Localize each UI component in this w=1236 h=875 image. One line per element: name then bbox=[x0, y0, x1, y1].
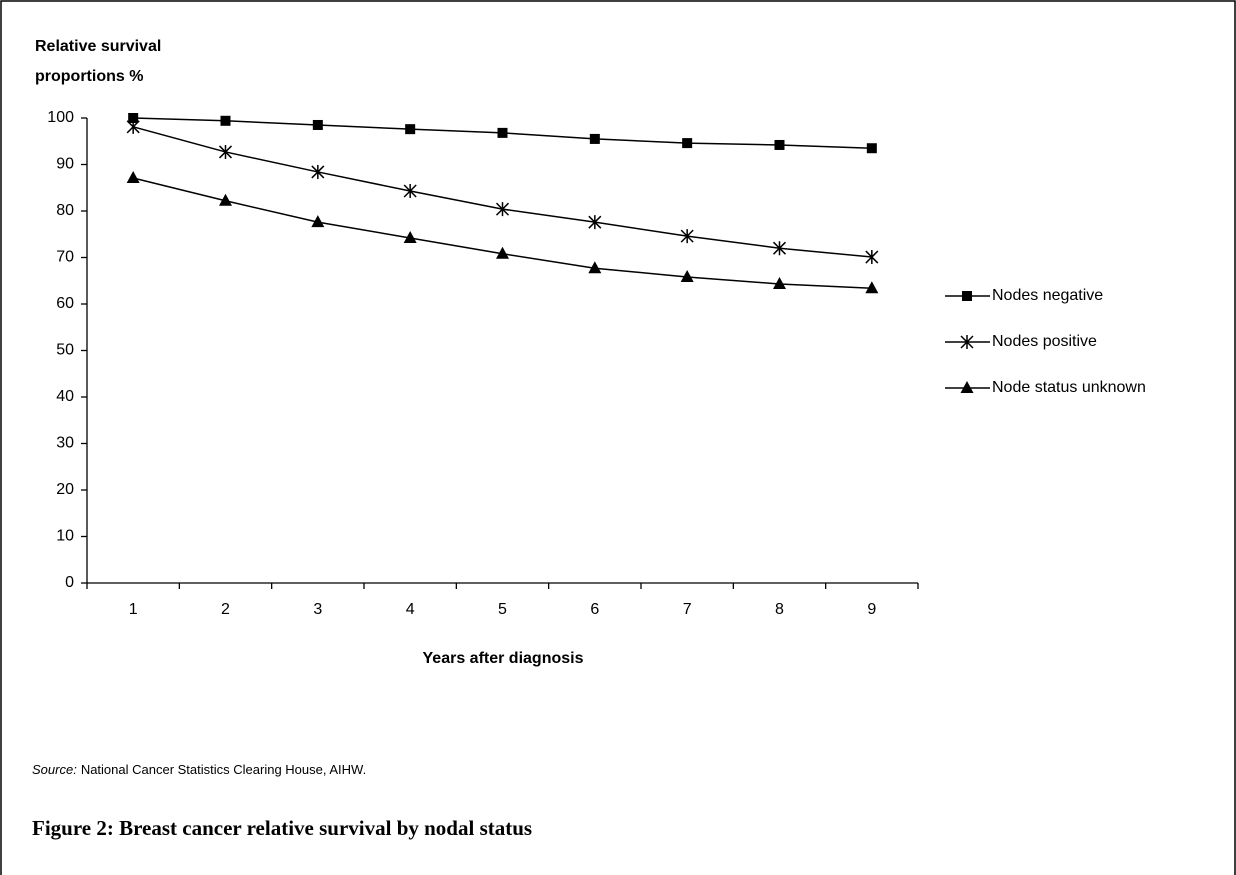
legend-label: Node status unknown bbox=[992, 379, 1146, 396]
y-tick-label: 100 bbox=[47, 109, 74, 126]
marker-square bbox=[774, 139, 785, 150]
series-line bbox=[132, 126, 872, 258]
y-tick-label: 80 bbox=[56, 202, 74, 219]
legend-label: Nodes positive bbox=[992, 333, 1097, 350]
marker-triangle bbox=[588, 261, 602, 274]
y-tick-label: 10 bbox=[56, 528, 74, 545]
marker-square bbox=[962, 291, 972, 301]
caption: Figure 2: Breast cancer relative surviva… bbox=[32, 816, 532, 840]
marker-square bbox=[866, 143, 877, 154]
marker-star bbox=[495, 202, 510, 217]
marker-square bbox=[405, 124, 416, 135]
marker-star bbox=[126, 119, 140, 134]
y-tick-label: 50 bbox=[56, 342, 74, 359]
y-tick-label: 40 bbox=[56, 388, 74, 405]
x-tick-label: 5 bbox=[498, 601, 507, 618]
marker-star bbox=[772, 241, 787, 256]
source-text: National Cancer Statistics Clearing Hous… bbox=[81, 762, 366, 777]
x-tick-label: 7 bbox=[683, 601, 692, 618]
marker-triangle bbox=[865, 281, 879, 294]
marker-triangle bbox=[126, 170, 140, 183]
marker-square bbox=[682, 138, 693, 149]
y-tick-label: 60 bbox=[56, 295, 74, 312]
marker-triangle bbox=[773, 277, 786, 290]
marker-star bbox=[588, 215, 602, 230]
marker-square bbox=[589, 133, 600, 144]
series-line bbox=[132, 177, 872, 289]
x-tick-label: 6 bbox=[590, 601, 599, 618]
y-tick-label: 30 bbox=[56, 435, 74, 452]
marker-triangle bbox=[311, 215, 325, 228]
x-tick-label: 4 bbox=[406, 601, 415, 618]
marker-square bbox=[128, 113, 139, 123]
x-tick-label: 2 bbox=[221, 601, 230, 618]
marker-square bbox=[312, 119, 323, 130]
x-tick-label: 3 bbox=[313, 601, 322, 618]
marker-star bbox=[403, 184, 417, 199]
marker-triangle bbox=[496, 246, 509, 259]
y-tick-label: 0 bbox=[65, 574, 74, 591]
legend-label: Nodes negative bbox=[992, 287, 1103, 304]
y-axis-label: proportions % bbox=[35, 68, 143, 85]
marker-star bbox=[865, 250, 879, 265]
marker-square bbox=[220, 115, 231, 126]
source: Source: National Cancer Statistics Cleari… bbox=[32, 762, 366, 777]
source-label: Source: bbox=[32, 762, 77, 777]
y-tick-label: 20 bbox=[56, 481, 74, 498]
x-tick-label: 1 bbox=[129, 601, 138, 618]
marker-triangle bbox=[680, 270, 694, 283]
marker-triangle bbox=[403, 230, 417, 243]
marker-star bbox=[680, 229, 694, 244]
marker-star bbox=[311, 164, 325, 179]
marker-star bbox=[960, 335, 974, 349]
marker-triangle bbox=[219, 193, 232, 206]
marker-triangle bbox=[960, 381, 974, 393]
x-tick-label: 8 bbox=[775, 601, 784, 618]
marker-square bbox=[497, 127, 508, 138]
x-tick-label: 9 bbox=[867, 601, 876, 618]
marker-star bbox=[218, 144, 233, 159]
y-axis-label: Relative survival bbox=[35, 38, 161, 55]
y-tick-label: 70 bbox=[56, 249, 74, 266]
x-axis-label: Years after diagnosis bbox=[423, 650, 584, 667]
y-tick-label: 90 bbox=[56, 156, 74, 173]
